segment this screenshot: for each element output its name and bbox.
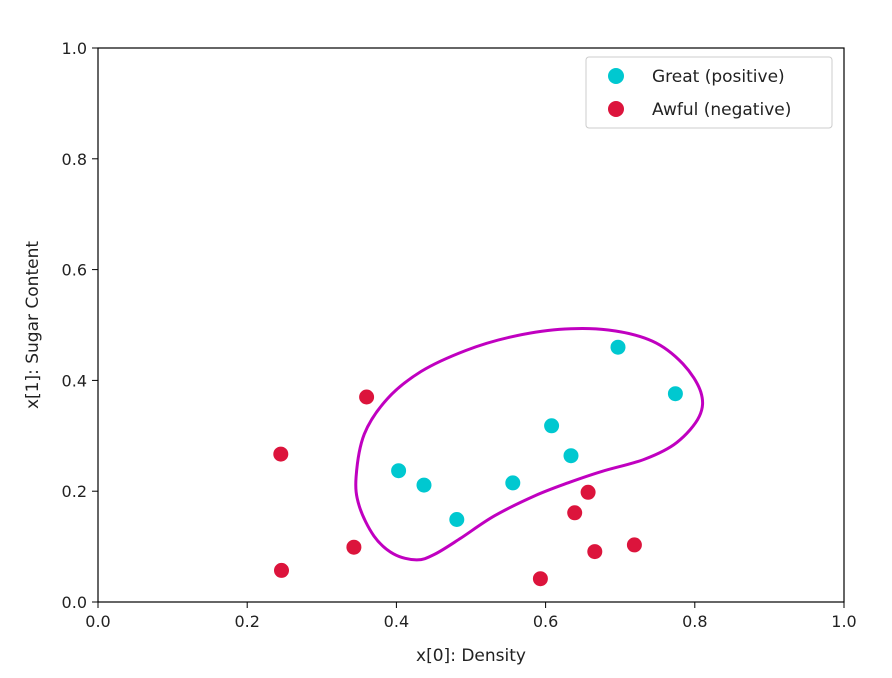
awful-point-3 [345, 538, 363, 556]
legend-marker-awful [608, 101, 624, 117]
x-tick-label: 0.0 [85, 612, 110, 631]
legend-label-awful: Awful (negative) [652, 100, 791, 120]
y-tick-label: 0.4 [62, 371, 87, 390]
y-tick-label: 0.2 [62, 482, 87, 501]
x-tick-label: 0.2 [234, 612, 259, 631]
y-tick-label: 1.0 [62, 39, 87, 58]
x-tick-label: 0.8 [682, 612, 707, 631]
y-tick-label: 0.6 [62, 261, 87, 280]
plot-frame [97, 47, 845, 603]
y-tick-label: 0.0 [62, 593, 87, 612]
y-axis-ticks: 0.0 0.2 0.4 0.6 0.8 1.0 [62, 39, 98, 612]
awful-point-8 [586, 543, 604, 561]
decision-boundary-layer [354, 327, 705, 562]
x-axis-ticks: 0.0 0.2 0.4 0.6 0.8 1.0 [85, 602, 857, 631]
legend-frame [585, 56, 833, 129]
x-tick-label: 0.6 [533, 612, 558, 631]
great-point-1 [390, 462, 408, 480]
awful-point-6 [566, 504, 584, 522]
great-point-8 [666, 385, 684, 403]
x-tick-label: 0.4 [384, 612, 409, 631]
great-point-7 [609, 338, 627, 356]
data-points-layer [272, 338, 684, 588]
legend: Great (positive) Awful (negative) [585, 56, 833, 129]
great-point-6 [562, 447, 580, 465]
awful-point-2 [273, 561, 290, 579]
awful-point-4 [358, 388, 376, 406]
awful-point-7 [579, 483, 597, 501]
legend-label-great: Great (positive) [652, 67, 785, 87]
y-axis-label: x[1]: Sugar Content [23, 241, 43, 409]
y-tick-label: 0.8 [62, 150, 87, 169]
great-point-5 [543, 417, 561, 435]
legend-marker-great [608, 68, 624, 84]
great-point-3 [448, 511, 466, 528]
awful-point-1 [272, 445, 290, 463]
great-point-2 [415, 476, 433, 494]
decision-boundary-curve [354, 327, 705, 562]
awful-point-5 [531, 570, 549, 588]
x-axis-label: x[0]: Density [416, 646, 526, 666]
great-point-4 [504, 474, 522, 492]
awful-point-9 [625, 536, 643, 554]
x-tick-label: 1.0 [831, 612, 856, 631]
